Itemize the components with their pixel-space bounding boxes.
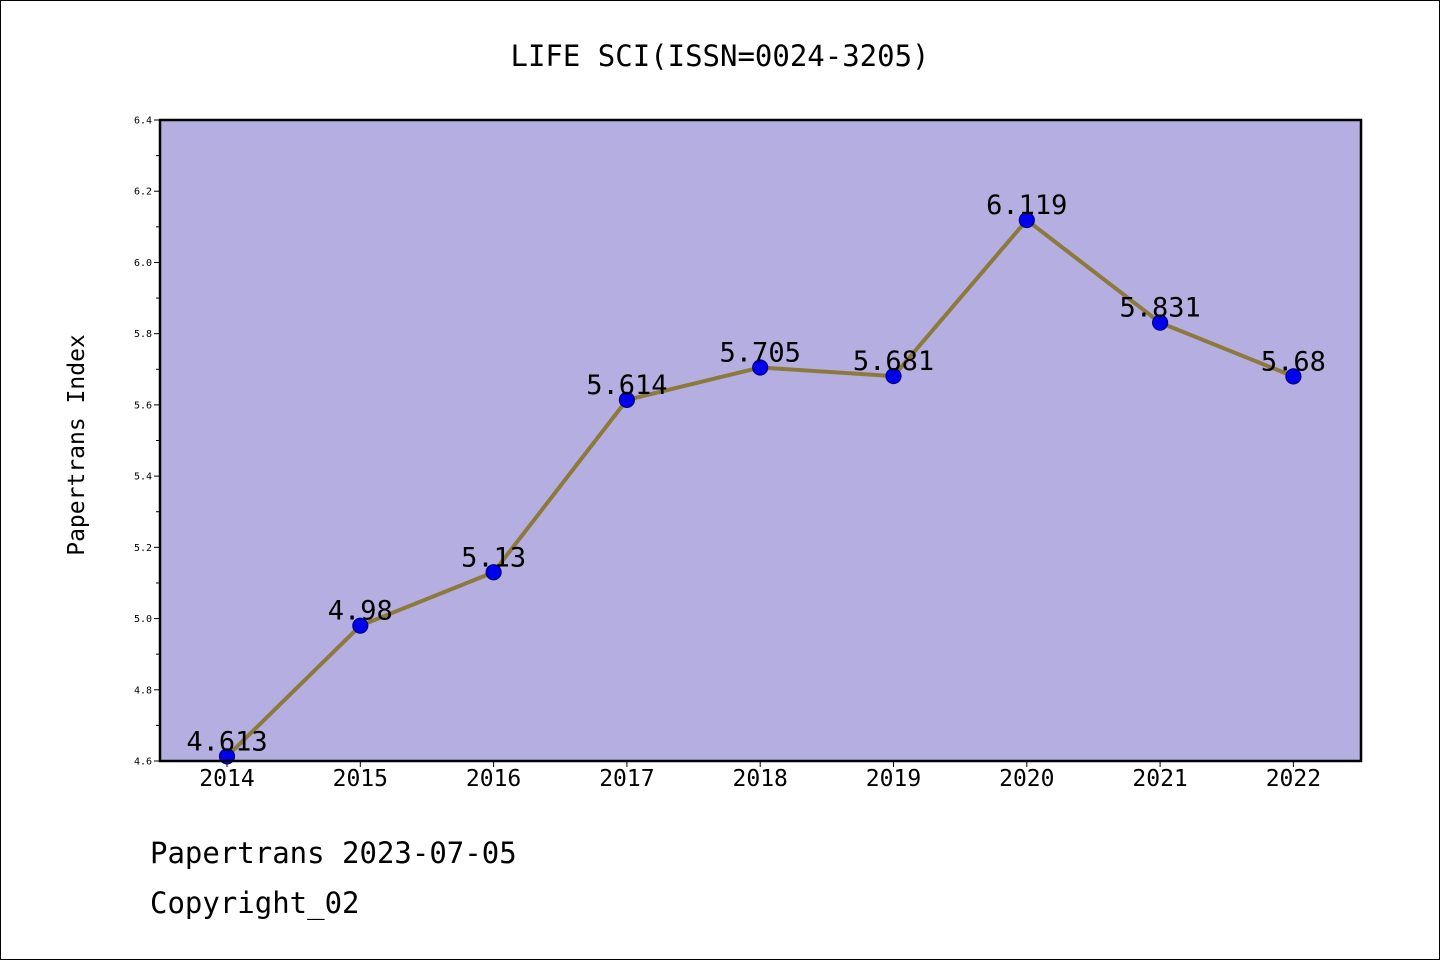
y-tick-label: 5.8 xyxy=(134,329,152,340)
y-tick-label: 4.6 xyxy=(134,757,152,768)
y-tick-label: 6.2 xyxy=(134,187,152,198)
y-tick-label: 5.0 xyxy=(134,614,152,625)
axis-ticks: 4.6 4.8 5.0 5.2 5.4 5.6 5.8 6.0 6.2 6.4 2014 2015 20… xyxy=(134,116,1321,793)
x-tick-label: 2021 xyxy=(1132,766,1187,792)
data-point xyxy=(1151,314,1169,331)
y-tick-label: 4.8 xyxy=(134,685,152,696)
data-point xyxy=(885,367,902,385)
x-tick-label: 2018 xyxy=(733,766,788,792)
y-tick-label: 6.4 xyxy=(134,116,152,127)
plot-area xyxy=(160,120,1361,761)
data-label: 6.119 xyxy=(986,190,1067,221)
data-point xyxy=(352,617,369,634)
y-tick-label: 5.2 xyxy=(134,543,152,554)
data-point xyxy=(618,391,636,409)
y-tick-label: 5.4 xyxy=(134,472,152,483)
x-tick-label: 2022 xyxy=(1266,766,1321,792)
data-point xyxy=(1285,368,1302,385)
x-tick-label: 2014 xyxy=(199,766,254,792)
data-label: 5.705 xyxy=(720,337,801,368)
x-tick-label: 2019 xyxy=(866,766,921,792)
data-point xyxy=(485,564,502,581)
data-point xyxy=(1018,211,1035,229)
y-tick-label: 6.0 xyxy=(134,258,152,269)
chart-title: LIFE SCI(ISSN=0024-3205) xyxy=(510,39,929,73)
data-label: 5.681 xyxy=(853,346,934,377)
data-label: 5.68 xyxy=(1261,346,1326,377)
data-label: 4.613 xyxy=(186,726,267,757)
footer-copyright: Copyright_02 xyxy=(150,886,360,920)
plot-border xyxy=(158,118,1363,763)
data-label: 5.13 xyxy=(461,542,526,573)
data-point xyxy=(752,359,769,376)
footer-date: Papertrans 2023-07-05 xyxy=(150,836,517,870)
x-tick-label: 2017 xyxy=(599,766,654,792)
data-label: 4.98 xyxy=(328,596,393,627)
data-label: 5.831 xyxy=(1119,293,1200,324)
data-labels: 4.613 4.98 5.13 5.614 5.705 5.681 6.119 5.831 5.… xyxy=(186,190,1326,757)
y-axis-label: Papertrans Index xyxy=(64,334,90,556)
data-label: 5.614 xyxy=(586,370,667,401)
x-tick-label: 2015 xyxy=(333,766,388,792)
y-tick-label: 5.6 xyxy=(134,400,152,411)
x-tick-label: 2020 xyxy=(999,766,1054,792)
x-tick-label: 2016 xyxy=(466,766,521,792)
